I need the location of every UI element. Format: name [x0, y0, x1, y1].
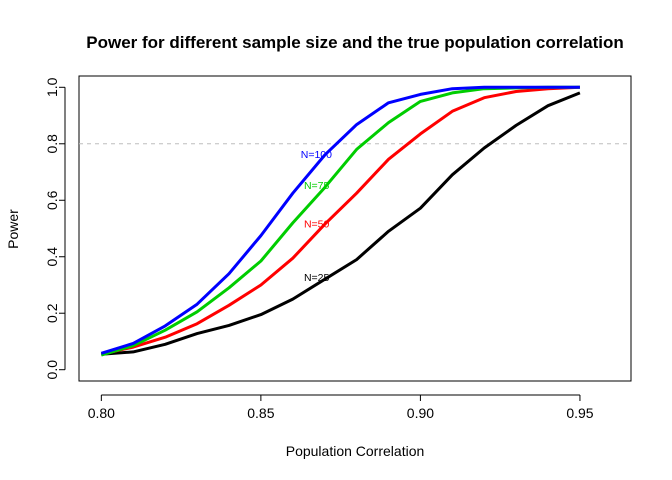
series-line-n-75: [100, 85, 580, 357]
series-label-n-75: N=75: [304, 180, 330, 192]
y-tick-label: 0.8: [44, 134, 60, 154]
y-axis-label: Power: [5, 209, 21, 249]
y-tick-label: 1.0: [44, 77, 60, 97]
series-label-n-25: N=25: [304, 272, 330, 284]
series-line-n-100: [100, 85, 580, 355]
x-tick-label: 0.95: [566, 405, 593, 421]
series-label-n-100: N=100: [301, 149, 332, 161]
x-tick-label: 0.80: [88, 405, 115, 421]
y-tick-label: 0.6: [44, 190, 60, 210]
y-tick-label: 0.0: [44, 360, 60, 380]
x-tick-label: 0.90: [407, 405, 434, 421]
x-axis-label: Population Correlation: [286, 443, 425, 459]
y-tick-label: 0.4: [44, 247, 60, 267]
plot-frame: [78, 75, 632, 382]
series-line-n-50: [100, 85, 580, 356]
series-line-n-25: [101, 91, 581, 356]
series-label-n-50: N=50: [304, 218, 330, 230]
chart-title: Power for different sample size and the …: [86, 33, 623, 52]
y-tick-label: 0.2: [44, 303, 60, 323]
x-tick-label: 0.85: [247, 405, 274, 421]
